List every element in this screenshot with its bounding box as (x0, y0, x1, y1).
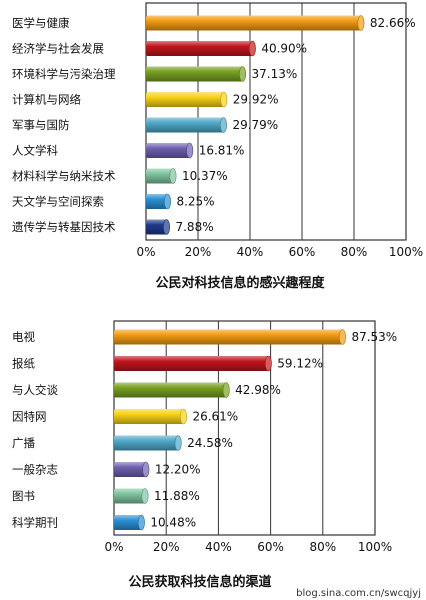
interest-category-label: 经济学与社会发展 (12, 42, 104, 56)
channel-bar (114, 435, 179, 451)
channel-category-label: 一般杂志 (12, 463, 58, 477)
watermark: blog.sina.com.cn/swcqjyj (296, 588, 421, 599)
channel-x-tick-label: 40% (205, 540, 232, 554)
channel-plot-frame (113, 320, 376, 536)
interest-category-label: 环境科学与污染治理 (12, 67, 116, 81)
channel-value-label: 26.61% (192, 410, 238, 424)
interest-bar-cap (357, 15, 365, 31)
interest-bar (146, 117, 224, 133)
interest-value-label: 29.92% (233, 93, 279, 107)
channel-bar (114, 409, 184, 424)
interest-bar (146, 66, 243, 82)
interest-value-label: 8.25% (176, 195, 214, 209)
channel-bar (114, 515, 142, 530)
channel-bar-cap (179, 408, 187, 425)
channel-value-label: 10.48% (150, 516, 196, 530)
interest-bar (146, 143, 190, 158)
interest-bar (146, 41, 253, 56)
channel-bar (114, 488, 146, 504)
channel-value-label: 87.53% (351, 330, 397, 344)
channel-category-label: 科学期刊 (12, 516, 58, 530)
channel-bar (114, 462, 146, 477)
interest-value-label: 37.13% (252, 67, 298, 81)
interest-value-label: 29.79% (232, 118, 278, 132)
interest-value-label: 7.88% (175, 220, 213, 234)
interest-value-label: 16.81% (199, 144, 245, 158)
channel-x-tick-label: 60% (257, 540, 284, 554)
channel-category-label: 电视 (12, 330, 35, 344)
channel-bar-cap (137, 514, 145, 531)
interest-x-tick-label: 100% (389, 245, 423, 259)
channel-chart-title: 公民获取科技信息的渠道 (128, 574, 271, 590)
channel-bar (114, 382, 227, 398)
interest-bar-cap (162, 219, 170, 235)
interest-x-tick-label: 40% (237, 245, 264, 259)
interest-bar-cap (220, 91, 228, 108)
channel-value-label: 42.98% (235, 383, 281, 397)
channel-bar-cap (338, 329, 346, 345)
channel-bar-cap (141, 488, 149, 504)
interest-category-label: 军事与国防 (12, 118, 70, 132)
channel-chart: 0% 20% 40% 60% 80% 100% 电视 87.53% 报纸 59.12% 与人交谈 42… (12, 320, 397, 554)
channel-bar (114, 356, 269, 371)
channel-bar-cap (142, 461, 150, 478)
interest-category-label: 医学与健康 (12, 16, 70, 30)
interest-bar-cap (169, 168, 177, 184)
channel-bar-cap (264, 355, 272, 372)
interest-bar-cap (219, 117, 227, 133)
interest-bar-cap (248, 40, 256, 57)
channel-value-label: 24.58% (187, 436, 233, 450)
interest-chart-title: 公民对科技信息的感兴趣程度 (155, 275, 325, 291)
interest-x-tick-label: 60% (289, 245, 316, 259)
channel-x-tick-label: 20% (153, 540, 180, 554)
channel-bar-cap (174, 435, 182, 451)
interest-bar (146, 92, 224, 107)
channel-value-label: 59.12% (277, 357, 323, 371)
channel-x-tick-label: 100% (358, 540, 392, 554)
interest-bar-cap (186, 142, 194, 159)
interest-bar-cap (239, 66, 247, 82)
interest-x-tick-label: 20% (185, 245, 212, 259)
channel-bar-cap (222, 382, 230, 398)
channel-x-tick-label: 80% (309, 540, 336, 554)
interest-chart: 0% 20% 40% 60% 80% 100% 医学与健康 82.66% 经济学与社会发展 40.… (12, 2, 423, 259)
interest-value-label: 10.37% (182, 169, 228, 183)
interest-bar (146, 15, 361, 31)
interest-category-label: 人文学科 (12, 144, 58, 158)
channel-category-label: 广播 (12, 436, 35, 450)
interest-value-label: 40.90% (261, 42, 307, 56)
channel-category-label: 与人交谈 (12, 383, 58, 397)
channel-category-label: 图书 (12, 489, 35, 503)
interest-category-label: 遗传学与转基因技术 (12, 220, 116, 234)
interest-bar (146, 194, 168, 209)
channel-value-label: 11.88% (154, 489, 200, 503)
interest-category-label: 天文学与空间探索 (12, 195, 104, 209)
interest-bar (146, 219, 167, 235)
channel-x-tick-label: 0% (104, 540, 123, 554)
interest-category-label: 材料科学与纳米技术 (12, 169, 116, 183)
channel-bar (114, 329, 343, 345)
interest-value-label: 82.66% (370, 16, 416, 30)
interest-bar-cap (163, 193, 171, 210)
channel-value-label: 12.20% (155, 463, 201, 477)
interest-x-tick-label: 80% (341, 245, 368, 259)
channel-category-label: 因特网 (12, 410, 47, 424)
interest-x-tick-label: 0% (136, 245, 155, 259)
interest-category-label: 计算机与网络 (12, 93, 81, 107)
interest-bar (146, 168, 173, 184)
channel-category-label: 报纸 (12, 357, 35, 371)
